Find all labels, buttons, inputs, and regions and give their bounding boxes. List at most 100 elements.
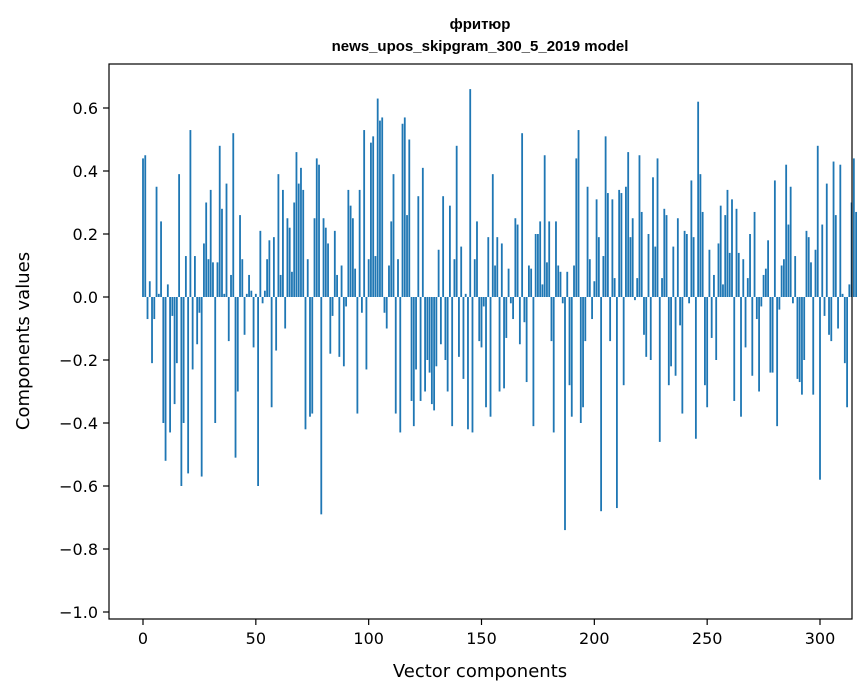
bar-294 — [805, 230, 808, 297]
bar-3 — [148, 281, 151, 297]
bar-195 — [582, 297, 584, 408]
bar-29 — [207, 259, 210, 297]
bar-306 — [832, 161, 835, 297]
bar-313 — [848, 284, 851, 297]
bar-22 — [191, 297, 194, 370]
bar-259 — [726, 189, 729, 297]
bar-194 — [579, 297, 582, 423]
bar-63 — [284, 297, 287, 329]
bar-90 — [345, 297, 348, 307]
x-tick-label: 200 — [579, 629, 610, 648]
bar-87 — [338, 297, 341, 357]
y-tick-label: 0.2 — [73, 225, 98, 244]
y-tick-label: −0.8 — [59, 540, 98, 559]
bar-169 — [523, 297, 526, 323]
chart-title: фритюр — [450, 16, 511, 33]
bar-100 — [367, 259, 370, 297]
bar-49 — [252, 297, 255, 348]
bar-54 — [263, 290, 266, 297]
bar-62 — [282, 189, 284, 297]
bar-209 — [613, 278, 616, 297]
bar-225 — [649, 297, 652, 360]
bar-96 — [358, 189, 361, 297]
bar-301 — [821, 224, 824, 297]
bar-73 — [306, 259, 309, 297]
bar-136 — [449, 205, 451, 297]
bar-111 — [392, 174, 395, 297]
bar-144 — [467, 297, 469, 430]
bar-110 — [390, 221, 393, 297]
bar-261 — [731, 199, 733, 297]
bar-267 — [744, 297, 747, 348]
bar-4 — [151, 297, 153, 364]
bar-227 — [654, 246, 657, 297]
bar-77 — [315, 158, 318, 297]
bar-16 — [178, 174, 181, 297]
bar-304 — [828, 297, 830, 335]
bar-150 — [480, 297, 483, 348]
x-tick-label: 0 — [138, 629, 148, 648]
bar-315 — [852, 158, 855, 297]
bar-210 — [616, 297, 618, 509]
bar-56 — [268, 240, 271, 297]
bar-160 — [503, 297, 505, 389]
bar-36 — [223, 293, 226, 297]
bar-102 — [372, 136, 375, 297]
bar-251 — [708, 249, 711, 297]
bar-24 — [196, 297, 199, 345]
bar-94 — [354, 268, 357, 297]
bar-42 — [236, 297, 239, 392]
bar-165 — [514, 218, 517, 297]
bar-239 — [681, 297, 684, 414]
bar-200 — [593, 281, 596, 297]
bar-299 — [816, 145, 819, 297]
bar-74 — [309, 297, 311, 417]
bar-57 — [270, 297, 273, 408]
bar-201 — [595, 199, 598, 297]
bar-265 — [740, 297, 742, 417]
bar-83 — [329, 297, 332, 354]
bar-237 — [676, 218, 679, 297]
bar-255 — [717, 243, 720, 297]
bar-316 — [855, 211, 858, 297]
bar-98 — [363, 130, 366, 297]
bar-19 — [184, 256, 187, 297]
bar-310 — [841, 293, 844, 297]
bar-157 — [496, 237, 499, 297]
bar-32 — [214, 297, 217, 423]
bar-51 — [257, 297, 259, 486]
bar-288 — [792, 297, 794, 304]
bar-78 — [318, 164, 320, 297]
bar-2 — [146, 297, 149, 320]
bar-156 — [494, 265, 496, 297]
y-tick-label: 0.4 — [73, 162, 98, 181]
bar-264 — [737, 252, 740, 297]
bar-153 — [487, 237, 490, 297]
bar-238 — [679, 297, 681, 326]
bar-0 — [142, 158, 144, 297]
bar-123 — [419, 297, 422, 401]
bar-243 — [690, 180, 693, 297]
bar-115 — [401, 123, 404, 297]
bar-178 — [543, 155, 546, 297]
bar-68 — [295, 152, 298, 297]
bar-217 — [631, 218, 634, 297]
bar-216 — [629, 237, 632, 297]
x-tick-label: 250 — [692, 629, 723, 648]
bar-254 — [715, 297, 718, 360]
bar-223 — [645, 297, 648, 357]
bar-198 — [588, 259, 591, 297]
bar-260 — [728, 252, 731, 297]
bar-121 — [415, 297, 417, 370]
bar-93 — [351, 218, 354, 297]
bar-181 — [550, 297, 553, 342]
bar-172 — [530, 268, 533, 297]
bar-130 — [435, 297, 438, 367]
bar-159 — [500, 243, 503, 297]
bar-14 — [173, 297, 176, 405]
bar-101 — [370, 142, 372, 297]
bar-226 — [652, 177, 654, 297]
plot-frame — [108, 63, 853, 620]
bar-155 — [491, 174, 494, 297]
